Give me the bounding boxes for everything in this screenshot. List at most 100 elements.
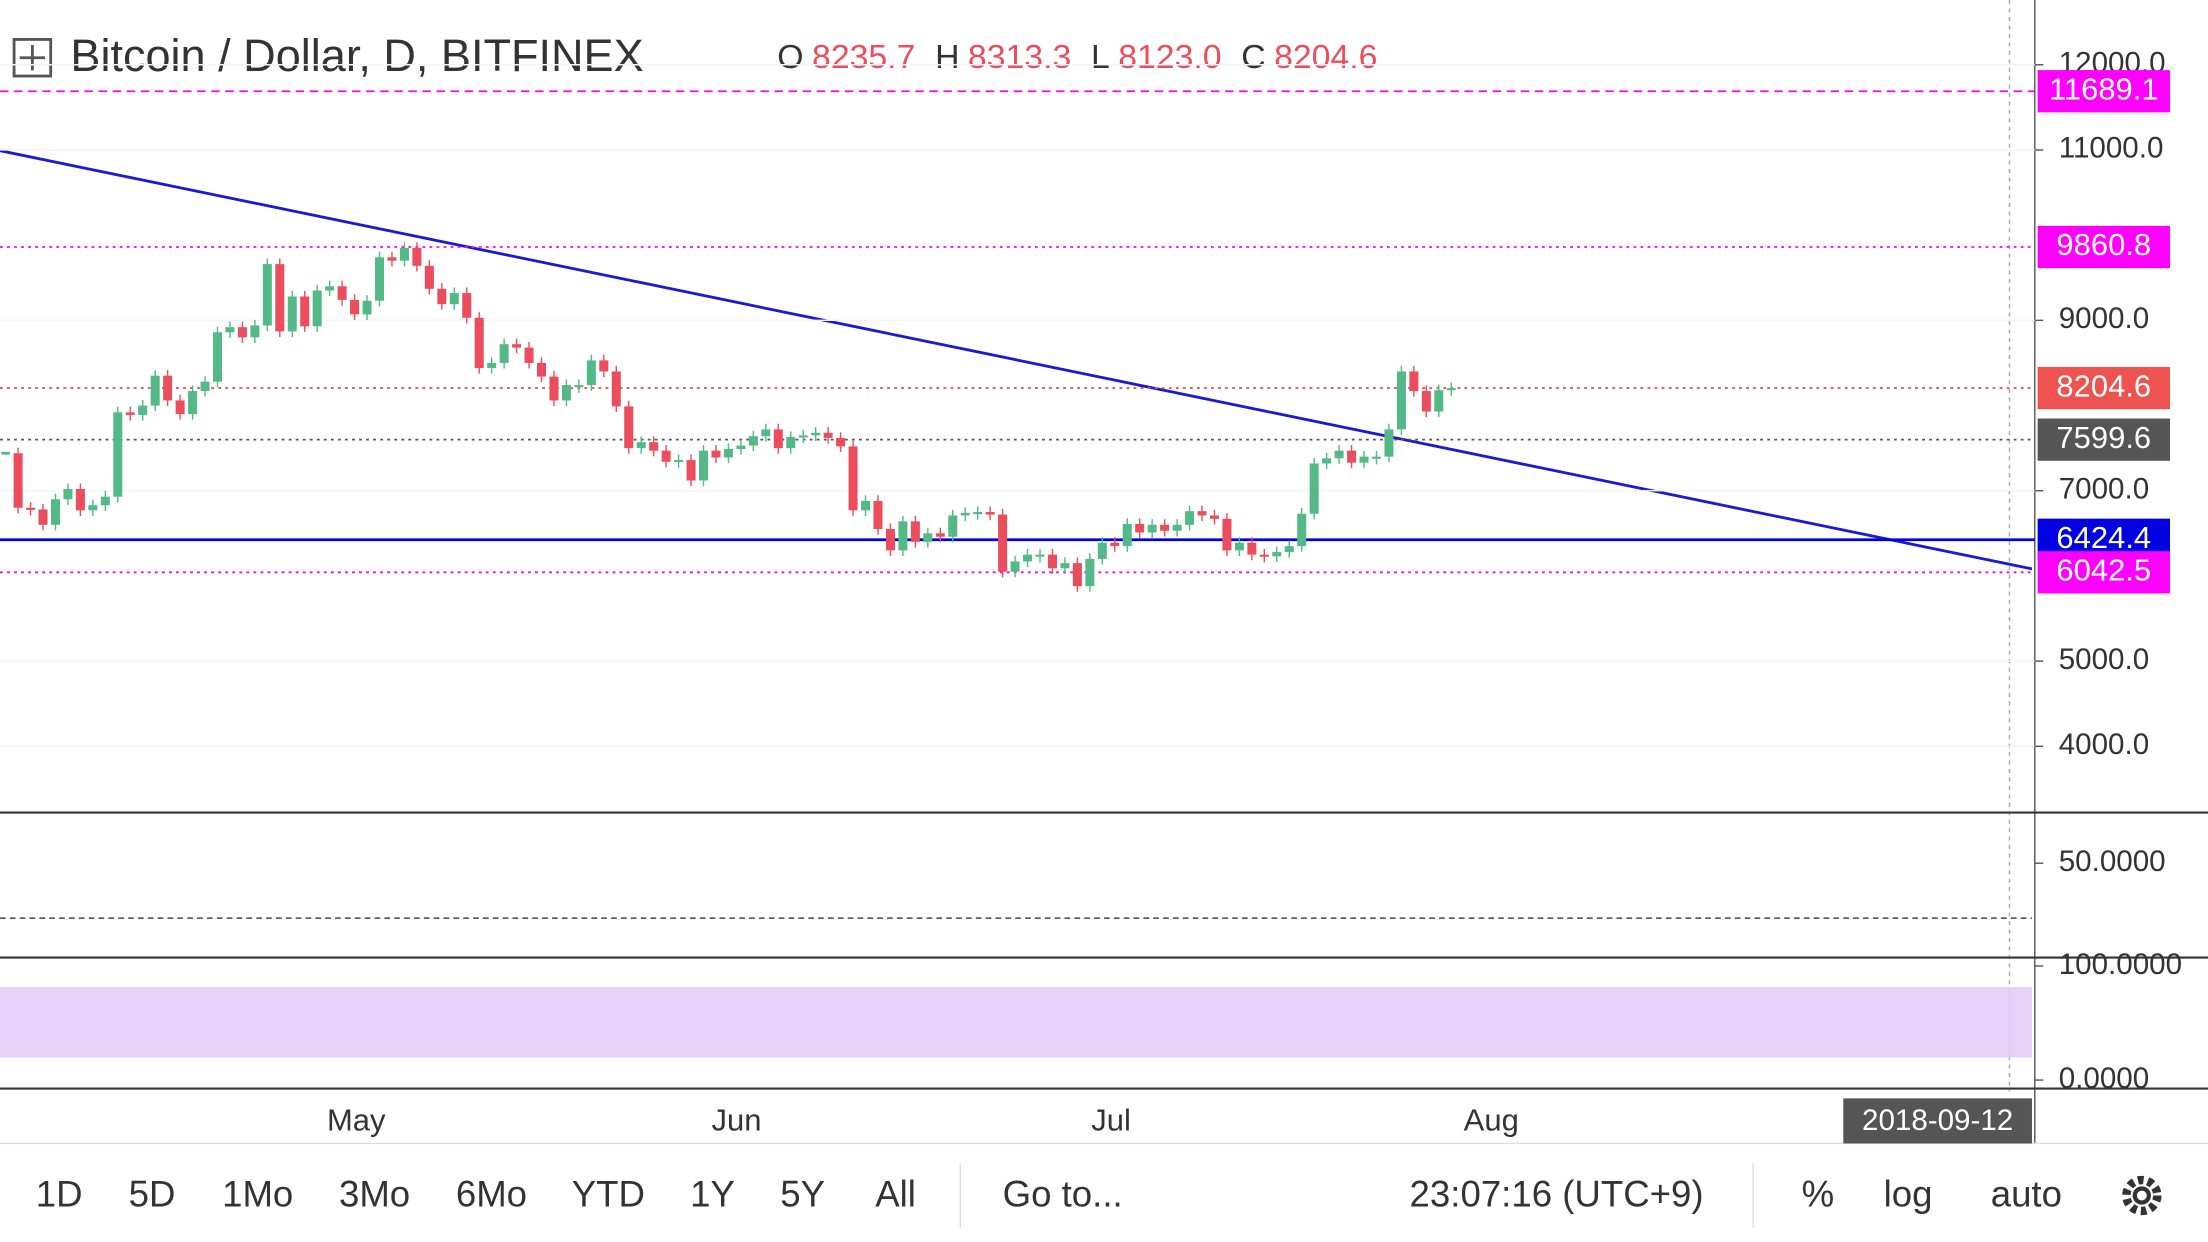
candle bbox=[574, 385, 584, 388]
candle bbox=[188, 391, 198, 415]
candle bbox=[923, 533, 933, 542]
candle bbox=[786, 437, 796, 449]
candle bbox=[424, 265, 434, 289]
candle bbox=[499, 344, 509, 363]
candle bbox=[699, 450, 709, 481]
candle bbox=[1334, 450, 1344, 459]
ohlc-value: 8123.0 bbox=[1118, 38, 1221, 76]
goto-button[interactable]: Go to... bbox=[1003, 1174, 1123, 1215]
candle bbox=[312, 290, 322, 327]
candle bbox=[761, 429, 771, 437]
candle bbox=[960, 512, 970, 516]
candle bbox=[1322, 458, 1332, 464]
candle bbox=[212, 332, 222, 382]
clock: 23:07:16 (UTC+9) bbox=[1410, 1174, 1704, 1215]
candle bbox=[998, 514, 1008, 572]
candle bbox=[1396, 371, 1406, 430]
candle bbox=[287, 296, 297, 332]
candle bbox=[773, 429, 783, 449]
candle bbox=[113, 412, 123, 497]
range-button[interactable]: All bbox=[875, 1174, 916, 1215]
symbol-title: Bitcoin / Dollar, D, BITFINEX bbox=[70, 30, 643, 81]
candle bbox=[1072, 563, 1082, 587]
candle bbox=[412, 247, 422, 266]
candle bbox=[1160, 524, 1170, 531]
candle bbox=[599, 360, 609, 372]
x-tick-label: Jul bbox=[1091, 1102, 1131, 1137]
price-label: 7599.6 bbox=[2056, 420, 2151, 455]
candle bbox=[1384, 429, 1394, 457]
y-tick-label: 0.0000 bbox=[2059, 1062, 2149, 1095]
candle bbox=[1421, 391, 1431, 412]
candle bbox=[723, 448, 733, 458]
range-button[interactable]: 3Mo bbox=[339, 1174, 410, 1215]
candle bbox=[225, 327, 235, 333]
candle bbox=[561, 385, 571, 401]
candle bbox=[1172, 524, 1182, 531]
range-button[interactable]: 5Y bbox=[780, 1174, 825, 1215]
option-button[interactable]: log bbox=[1884, 1174, 1933, 1215]
candle bbox=[275, 264, 285, 332]
candle bbox=[1085, 558, 1095, 587]
price-badge bbox=[2037, 366, 2170, 410]
candle bbox=[948, 515, 958, 537]
gear bbox=[2132, 1186, 2151, 1205]
collapse-icon[interactable] bbox=[12, 38, 53, 78]
option-button[interactable]: auto bbox=[1991, 1174, 2062, 1215]
candle bbox=[200, 381, 210, 392]
settings-icon[interactable] bbox=[2122, 1175, 2162, 1216]
candle bbox=[861, 500, 871, 511]
range-button[interactable]: 6Mo bbox=[456, 1174, 527, 1215]
candle bbox=[462, 293, 472, 318]
range-button[interactable]: YTD bbox=[572, 1174, 645, 1215]
candle bbox=[1023, 554, 1033, 562]
range-button[interactable]: 5D bbox=[129, 1174, 176, 1215]
candle bbox=[885, 529, 895, 551]
candle bbox=[973, 512, 983, 515]
candle bbox=[798, 435, 808, 438]
price-badge bbox=[2037, 551, 2170, 594]
candle bbox=[1434, 390, 1444, 412]
option-button[interactable]: % bbox=[1802, 1174, 1835, 1215]
price-badge bbox=[2037, 70, 2170, 113]
candle bbox=[636, 442, 646, 449]
candle bbox=[1010, 561, 1020, 572]
candle bbox=[150, 375, 160, 406]
price-badge bbox=[2037, 418, 2170, 461]
price-label: 11689.1 bbox=[2049, 71, 2159, 106]
y-tick-label: 7000.0 bbox=[2059, 473, 2149, 506]
candle bbox=[811, 432, 821, 436]
candle bbox=[1147, 524, 1157, 533]
candle bbox=[1259, 554, 1269, 557]
candle bbox=[711, 450, 721, 458]
candle bbox=[748, 436, 758, 446]
candle bbox=[1209, 515, 1219, 519]
candle bbox=[686, 460, 696, 481]
range-button[interactable]: 1Mo bbox=[222, 1174, 293, 1215]
candle bbox=[1409, 371, 1419, 392]
price-label: 6042.5 bbox=[2056, 552, 2151, 587]
candle bbox=[873, 500, 883, 530]
candle bbox=[350, 299, 360, 315]
candle bbox=[138, 405, 148, 415]
range-button[interactable]: 1Y bbox=[690, 1174, 735, 1215]
candle bbox=[75, 489, 85, 511]
candle bbox=[387, 257, 397, 261]
range-button[interactable]: 1D bbox=[36, 1174, 83, 1215]
candle bbox=[474, 317, 484, 369]
candle bbox=[1272, 552, 1282, 557]
candle bbox=[549, 376, 559, 401]
candle bbox=[611, 371, 621, 407]
price-badge bbox=[2037, 225, 2170, 269]
candle bbox=[624, 406, 634, 449]
candle bbox=[1197, 511, 1207, 516]
candle bbox=[524, 347, 534, 363]
candle bbox=[512, 344, 522, 348]
ohlc-value: 8235.7 bbox=[812, 38, 915, 76]
ohlc-label: O bbox=[777, 38, 803, 76]
candle bbox=[1035, 554, 1045, 557]
candle bbox=[325, 286, 335, 291]
candle bbox=[1359, 456, 1369, 463]
candle bbox=[836, 437, 846, 447]
